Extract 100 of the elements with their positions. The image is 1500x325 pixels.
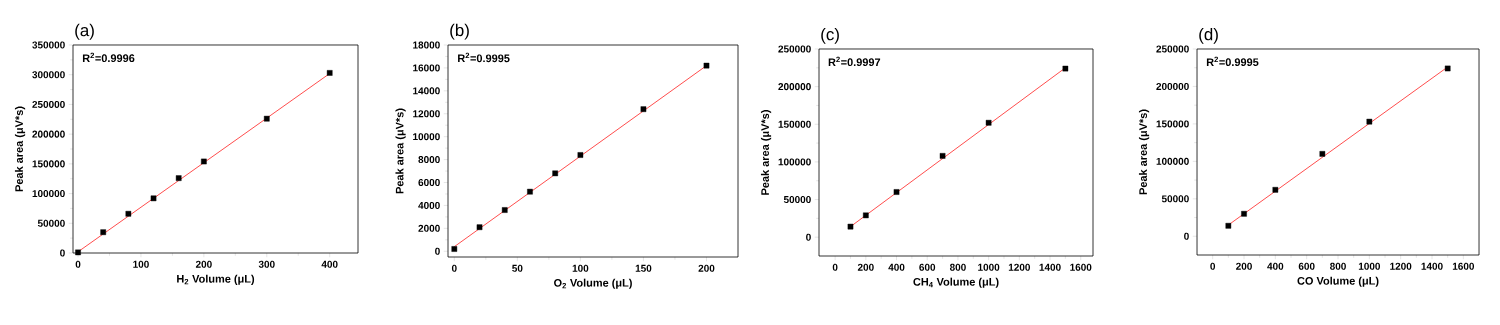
x-tick-label: 400	[321, 260, 338, 268]
x-tick-label: 800	[949, 263, 966, 271]
x-tick-label: 0	[1210, 262, 1216, 270]
x-tick-label: 1400	[1039, 263, 1061, 271]
y-tick-label: 300000	[32, 71, 65, 79]
point	[75, 249, 81, 256]
point	[326, 70, 333, 76]
point	[552, 170, 558, 177]
y-tick-label: 8000	[418, 156, 440, 164]
y-tick-label: 150000	[32, 160, 65, 168]
annotation: R$^{2}$=0.9995	[458, 52, 510, 63]
x-tick-label: 400	[888, 263, 905, 271]
y-tick-label: 200000	[1156, 82, 1189, 90]
x-tick-label: 200	[698, 264, 715, 272]
chart-title: (b)	[450, 23, 469, 40]
x-tick-label: 0	[451, 264, 457, 272]
y-tick-label: 150000	[778, 120, 811, 128]
y-tick-label: 2000	[418, 224, 440, 232]
y-tick-label: 0	[60, 249, 65, 257]
y-tick-label: 10000	[413, 133, 440, 141]
x-tick-label: 1200	[1008, 263, 1031, 271]
y-tick-label: 12000	[413, 110, 440, 118]
x-tick-label: 50	[512, 264, 523, 272]
y-tick-label: 14000	[413, 87, 440, 95]
x-tick-label: 200	[857, 263, 874, 271]
point	[263, 115, 270, 122]
point	[1241, 211, 1247, 217]
x-tick-label: 0	[75, 260, 81, 268]
point	[1225, 222, 1232, 229]
point	[1444, 65, 1451, 72]
y-tick-label: 50000	[37, 219, 65, 227]
x-tick-label: 1000	[978, 263, 1000, 271]
point	[1062, 65, 1069, 72]
point	[893, 189, 900, 195]
chart-title: (d)	[1199, 27, 1218, 44]
x-tick-label: 0	[832, 263, 838, 271]
y-tick-label: 150000	[1156, 120, 1189, 128]
x-tick-label: 400	[1267, 262, 1284, 270]
x-tick-label: 100	[133, 260, 149, 268]
x-tick-label: 200	[195, 260, 212, 268]
x-tick-label: 800	[1330, 262, 1346, 270]
y-tick-label: 0	[435, 247, 440, 255]
point	[863, 212, 869, 219]
x-axis-title: CH$_{4}$ Volume (μL)	[913, 277, 999, 288]
y-tick-label: 50000	[1161, 195, 1189, 203]
chart-title: (a)	[75, 23, 94, 40]
y-tick-label: 250000	[32, 100, 65, 108]
y-tick-label: 100000	[1156, 157, 1189, 165]
x-tick-label: 600	[919, 263, 936, 271]
y-axis-title: Peak area (μV*s)	[14, 106, 26, 192]
y-tick-label: 200000	[32, 130, 65, 138]
x-tick-label: 1400	[1421, 262, 1443, 270]
y-tick-label: 50000	[783, 196, 811, 204]
point	[577, 152, 584, 158]
point	[1319, 151, 1326, 157]
x-tick-label: 100	[572, 264, 589, 272]
point	[985, 119, 992, 126]
point	[501, 207, 508, 213]
point	[125, 210, 132, 217]
point	[703, 62, 710, 69]
y-tick-label: 250000	[1156, 45, 1189, 53]
y-axis-title: Peak area (μV*s)	[760, 110, 772, 195]
annotation: R$^{2}$=0.9996	[82, 52, 135, 63]
point	[939, 153, 946, 159]
point	[201, 158, 207, 165]
point	[451, 246, 458, 252]
y-tick-label: 16000	[413, 64, 440, 72]
x-tick-label: 1200	[1390, 262, 1412, 270]
x-tick-label: 200	[1236, 262, 1252, 270]
point	[476, 224, 483, 230]
y-tick-label: 250000	[778, 45, 811, 53]
point	[150, 195, 157, 202]
y-tick-label: 6000	[418, 178, 440, 187]
y-tick-label: 100000	[778, 158, 811, 166]
y-tick-label: 200000	[778, 83, 811, 91]
y-tick-label: 0	[1184, 232, 1189, 240]
x-tick-label: 150	[635, 264, 652, 272]
y-tick-label: 18000	[413, 41, 440, 49]
x-tick-label: 1600	[1452, 262, 1475, 270]
y-tick-label: 0	[806, 233, 811, 241]
y-tick-label: 100000	[32, 190, 65, 198]
x-tick-label: 1000	[1358, 262, 1381, 270]
y-tick-label: 350000	[32, 41, 65, 49]
point	[1272, 187, 1279, 193]
point	[527, 188, 533, 195]
annotation: R$^{2}$=0.9995	[1206, 56, 1259, 67]
y-tick-label: 4000	[418, 201, 440, 209]
point	[640, 106, 647, 112]
annotation: R$^{2}$=0.9997	[828, 56, 881, 67]
x-tick-label: 300	[258, 260, 275, 268]
x-axis-title: O$_{2}$ Volume (μL)	[554, 278, 632, 289]
y-axis-title: Peak area (μV*s)	[1138, 109, 1150, 195]
x-tick-label: 1600	[1070, 263, 1092, 271]
point	[100, 229, 106, 235]
point	[175, 175, 182, 181]
y-axis-title: Peak area (μV*s)	[395, 108, 406, 194]
point	[847, 223, 854, 230]
x-axis-title: H$_{2}$ Volume (μL)	[177, 274, 255, 285]
x-tick-label: 600	[1298, 262, 1315, 270]
chart-title: (c)	[821, 27, 839, 44]
